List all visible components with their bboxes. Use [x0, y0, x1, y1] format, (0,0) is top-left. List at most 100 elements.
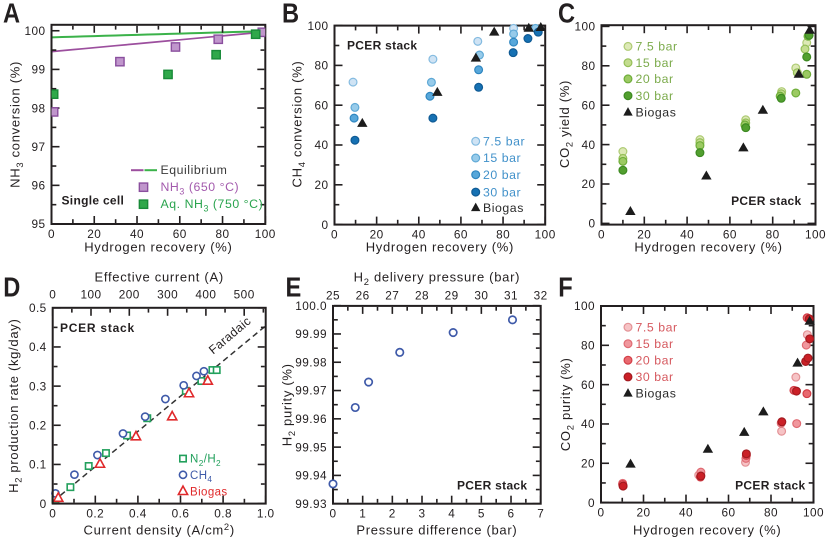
- svg-text:0: 0: [331, 228, 338, 242]
- svg-text:80: 80: [766, 228, 780, 242]
- svg-text:40: 40: [314, 138, 328, 152]
- svg-text:100.0: 100.0: [295, 299, 327, 313]
- svg-text:0.6: 0.6: [172, 507, 190, 521]
- svg-text:20: 20: [637, 228, 651, 242]
- svg-text:0.4: 0.4: [129, 507, 147, 521]
- svg-text:1.0: 1.0: [257, 507, 275, 521]
- svg-text:Biogas: Biogas: [636, 387, 677, 401]
- svg-text:Biogas: Biogas: [636, 106, 677, 120]
- svg-text:28: 28: [415, 289, 429, 303]
- svg-text:99.97: 99.97: [295, 384, 327, 398]
- svg-text:0.1: 0.1: [29, 458, 47, 472]
- svg-text:32: 32: [534, 289, 548, 303]
- svg-text:60: 60: [454, 228, 468, 242]
- svg-text:2: 2: [389, 507, 396, 521]
- svg-text:H2​ purity (%): H2​ purity (%): [280, 363, 298, 446]
- svg-text:0: 0: [49, 507, 56, 521]
- svg-text:20: 20: [87, 227, 101, 241]
- svg-text:20: 20: [370, 228, 384, 242]
- svg-text:99.96: 99.96: [295, 412, 327, 426]
- svg-text:300: 300: [157, 288, 178, 302]
- svg-text:Hydrogen recovery (%): Hydrogen recovery (%): [84, 240, 232, 255]
- svg-text:25: 25: [326, 289, 340, 303]
- svg-text:20: 20: [581, 177, 595, 191]
- svg-text:20: 20: [636, 506, 650, 520]
- svg-text:7.5 bar: 7.5 bar: [483, 135, 525, 149]
- svg-text:99.93: 99.93: [295, 497, 327, 511]
- svg-text:1: 1: [359, 507, 366, 521]
- svg-text:99.94: 99.94: [295, 469, 327, 483]
- svg-text:100: 100: [803, 506, 824, 520]
- svg-text:0: 0: [48, 227, 55, 241]
- svg-text:D: D: [3, 273, 20, 303]
- svg-text:100: 100: [535, 228, 556, 242]
- svg-text:B: B: [282, 0, 299, 29]
- svg-text:26: 26: [356, 289, 370, 303]
- svg-text:PCER stack: PCER stack: [60, 321, 135, 335]
- svg-text:60: 60: [581, 98, 595, 112]
- svg-text:NH3​ (650 °C): NH3​ (650 °C): [161, 180, 240, 196]
- svg-text:Pressure difference (bar): Pressure difference (bar): [356, 522, 517, 537]
- svg-text:CH4​ conversion (%): CH4​ conversion (%): [290, 61, 308, 188]
- svg-text:0: 0: [40, 497, 47, 511]
- svg-text:0: 0: [588, 496, 595, 510]
- svg-text:0: 0: [321, 218, 328, 232]
- svg-text:0.4: 0.4: [29, 340, 47, 354]
- svg-text:99.95: 99.95: [295, 440, 327, 454]
- svg-text:30 bar: 30 bar: [636, 89, 674, 103]
- svg-text:80: 80: [581, 59, 595, 73]
- svg-text:CO2​ purity (%): CO2​ purity (%): [558, 357, 576, 451]
- svg-text:4: 4: [448, 507, 455, 521]
- svg-text:100: 100: [24, 24, 45, 38]
- svg-text:80: 80: [496, 228, 510, 242]
- svg-text:20 bar: 20 bar: [636, 72, 674, 86]
- svg-text:29: 29: [445, 289, 459, 303]
- svg-text:Hydrogen recovery (%): Hydrogen recovery (%): [366, 240, 514, 255]
- svg-text:27: 27: [385, 289, 399, 303]
- svg-text:H2​ delivery pressure (bar): H2​ delivery pressure (bar): [354, 270, 520, 288]
- svg-text:30: 30: [474, 289, 488, 303]
- svg-text:80: 80: [764, 506, 778, 520]
- svg-text:60: 60: [721, 506, 735, 520]
- svg-text:20 bar: 20 bar: [483, 168, 521, 182]
- svg-text:80: 80: [581, 339, 595, 353]
- svg-text:Effective current (A): Effective current (A): [95, 270, 224, 285]
- svg-text:60: 60: [581, 378, 595, 392]
- svg-text:PCER stack: PCER stack: [731, 194, 801, 208]
- svg-text:40: 40: [581, 138, 595, 152]
- svg-text:0.2: 0.2: [29, 419, 47, 433]
- svg-text:Hydrogen recovery (%): Hydrogen recovery (%): [633, 522, 781, 537]
- svg-text:31: 31: [504, 289, 518, 303]
- svg-text:CO2​ yield (%): CO2​ yield (%): [557, 80, 575, 168]
- svg-text:500: 500: [234, 288, 255, 302]
- svg-text:5: 5: [478, 507, 485, 521]
- svg-text:400: 400: [195, 288, 216, 302]
- svg-text:Hydrogen recovery (%): Hydrogen recovery (%): [634, 240, 782, 255]
- svg-text:7.5 bar: 7.5 bar: [636, 40, 678, 54]
- svg-text:6: 6: [507, 507, 514, 521]
- svg-text:20: 20: [581, 457, 595, 471]
- svg-text:60: 60: [723, 228, 737, 242]
- svg-text:CH4​: CH4​: [190, 470, 212, 484]
- svg-text:0.2: 0.2: [86, 507, 104, 521]
- svg-text:99.98: 99.98: [295, 356, 327, 370]
- svg-text:99.99: 99.99: [295, 327, 327, 341]
- svg-text:NH3​ conversion (%): NH3​ conversion (%): [8, 61, 26, 188]
- svg-text:Biogas: Biogas: [190, 486, 228, 498]
- svg-text:15 bar: 15 bar: [483, 151, 521, 165]
- svg-text:Single cell: Single cell: [62, 194, 125, 208]
- svg-text:PCER stack: PCER stack: [347, 39, 417, 53]
- svg-text:100: 100: [574, 299, 595, 313]
- svg-text:40: 40: [412, 228, 426, 242]
- svg-text:15 bar: 15 bar: [636, 337, 674, 351]
- svg-text:96: 96: [31, 179, 45, 193]
- svg-text:F: F: [558, 273, 572, 303]
- svg-text:98: 98: [31, 101, 45, 115]
- svg-text:40: 40: [680, 228, 694, 242]
- svg-text:15 bar: 15 bar: [636, 56, 674, 70]
- svg-text:0.5: 0.5: [29, 301, 47, 315]
- svg-text:E: E: [286, 273, 302, 303]
- svg-text:0: 0: [49, 288, 56, 302]
- svg-text:C: C: [558, 0, 575, 29]
- svg-text:100: 100: [255, 227, 276, 241]
